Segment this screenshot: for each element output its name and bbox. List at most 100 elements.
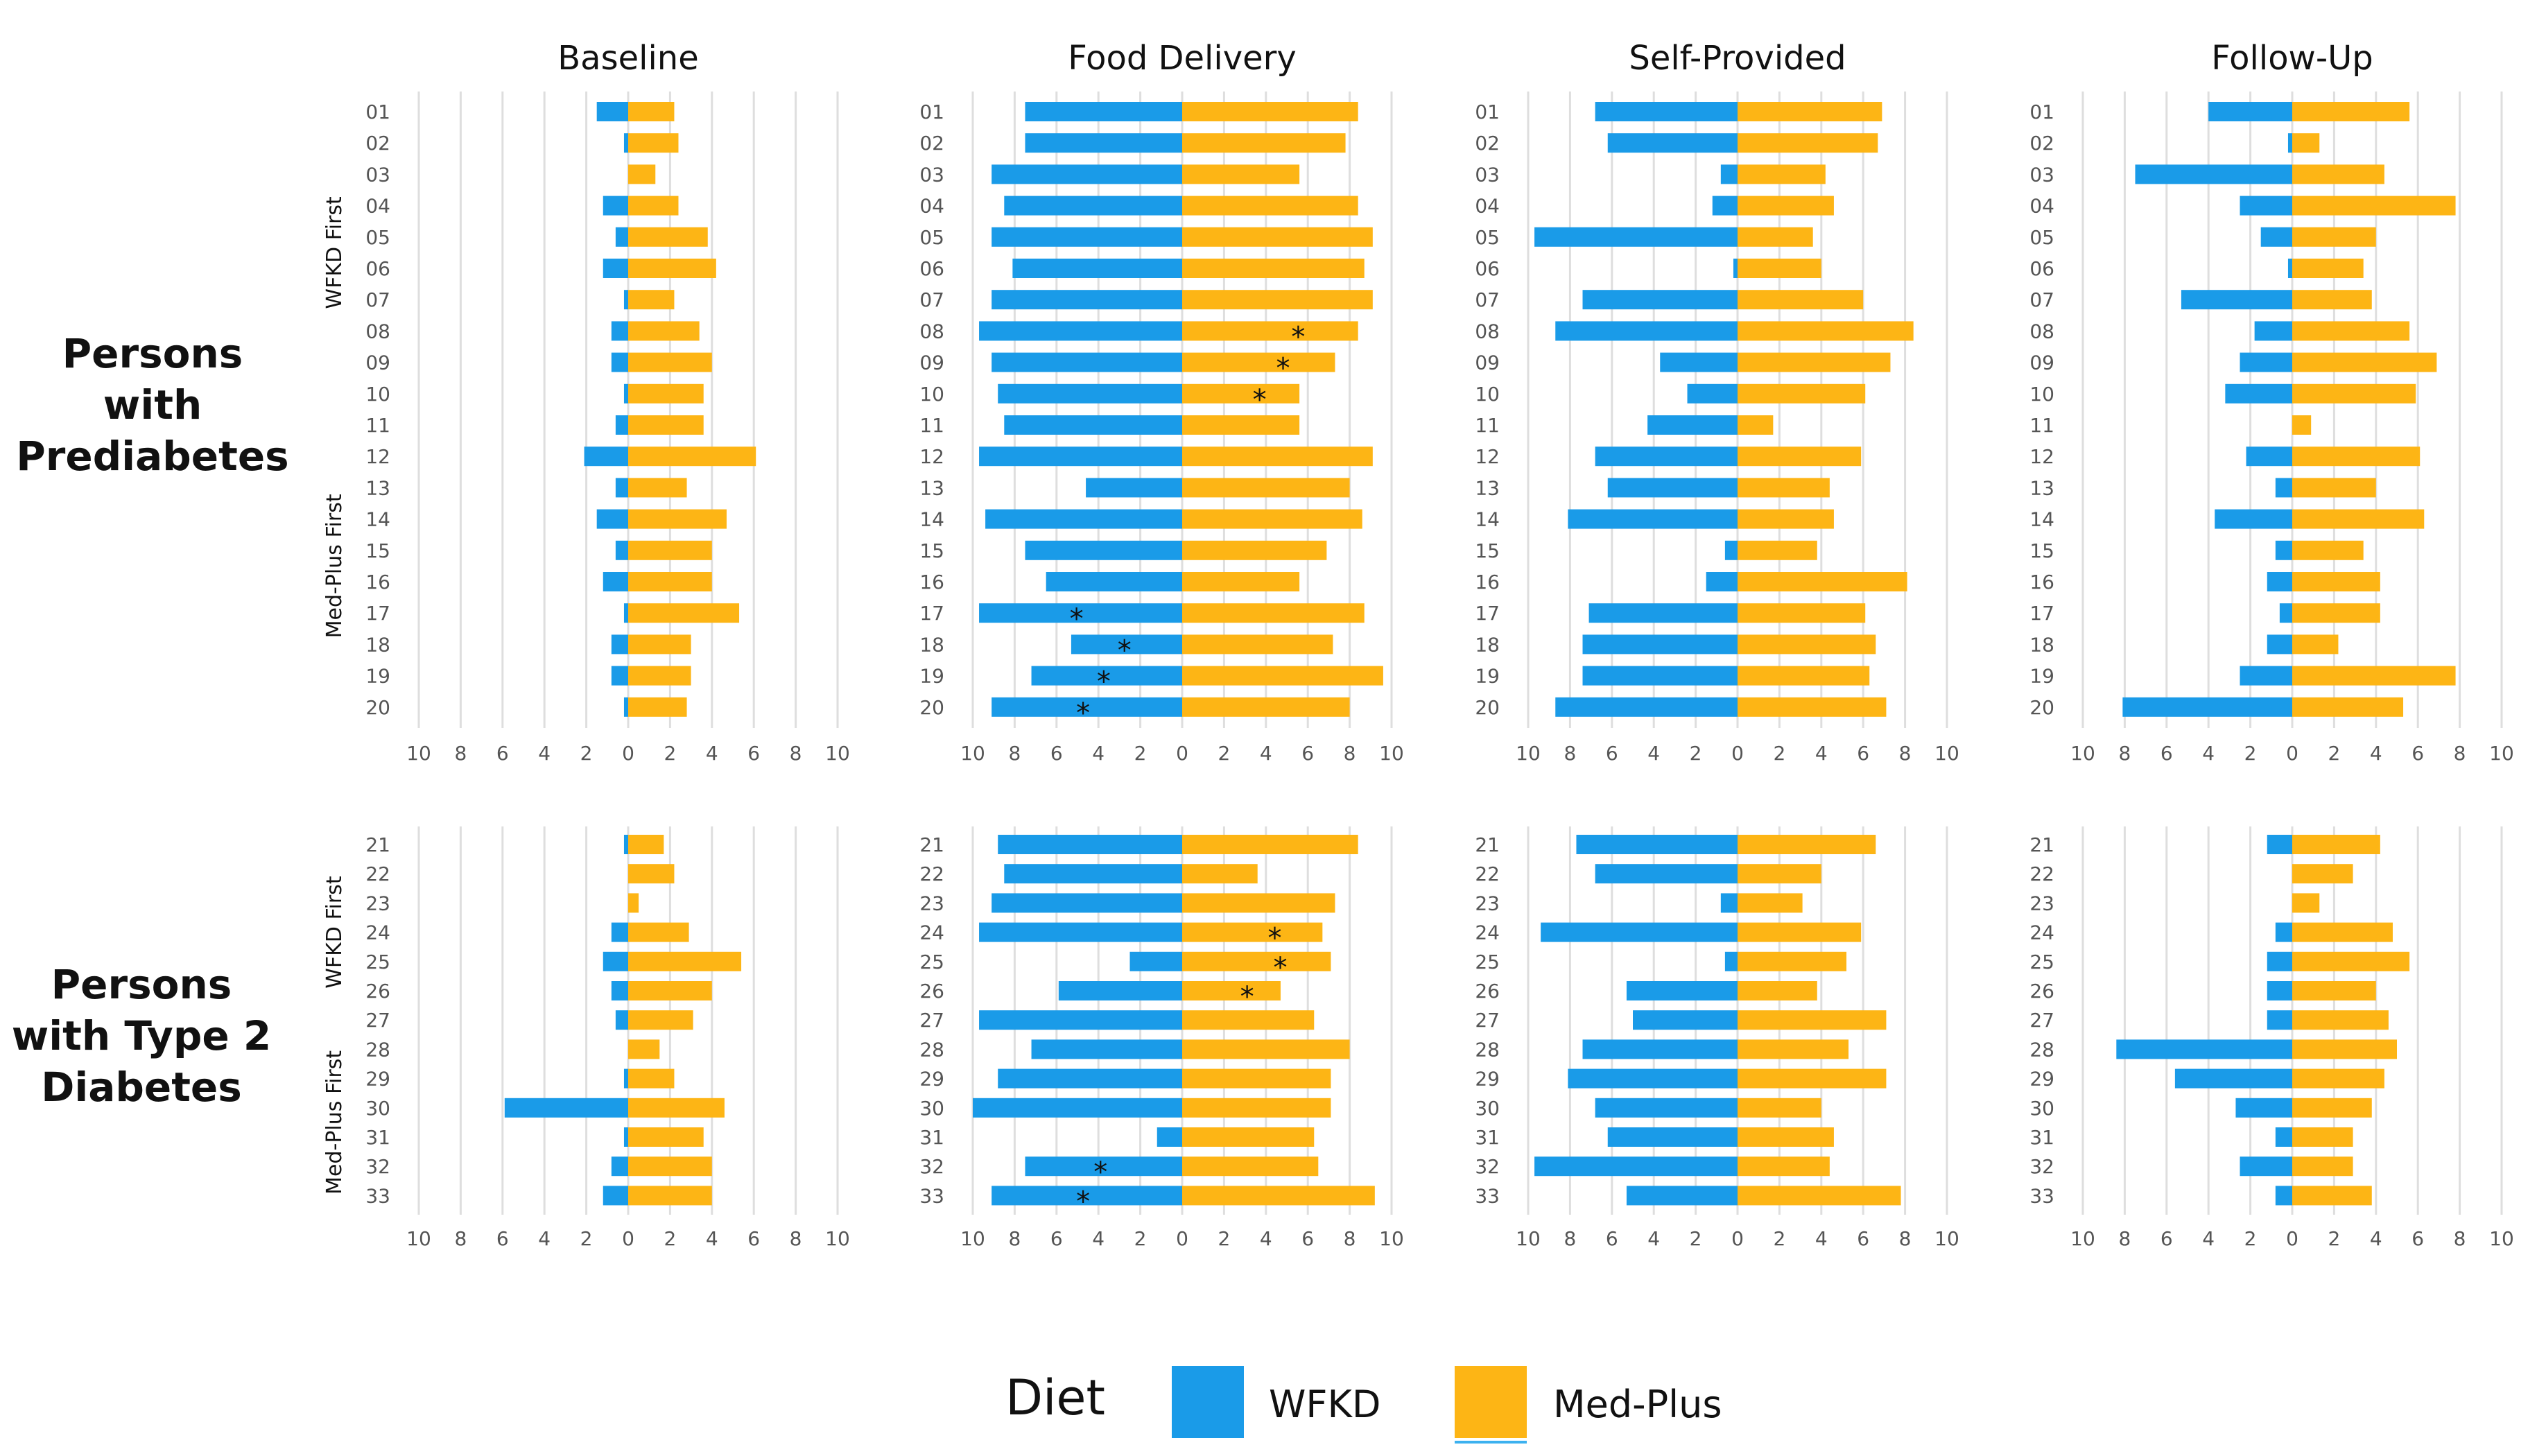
participant-label: 26 [2029,980,2054,1003]
wfkd-bar [1712,196,1738,216]
medplus-bar [2292,666,2456,686]
participant-label: 06 [1475,257,1500,280]
medplus-bar [2292,133,2320,153]
participant-label: 04 [2029,195,2054,218]
medplus-bar [1738,102,1882,121]
participant-label: 12 [919,445,944,468]
x-tick-label: 2 [1218,1227,1230,1250]
wfkd-bar [603,196,628,216]
x-tick-label: 4 [1092,742,1105,765]
x-tick-label: 4 [706,1227,718,1250]
medplus-bar [2292,1186,2372,1206]
wfkd-bar [979,447,1182,467]
x-tick-label: 2 [664,1227,676,1250]
x-tick-label: 6 [1606,742,1618,765]
x-tick-label: 8 [1008,742,1021,765]
participant-label: 20 [919,696,944,719]
wfkd-bar [1687,383,1738,404]
participant-label: 27 [2029,1009,2054,1032]
participant-label: 21 [1475,833,1500,856]
medplus-bar [628,1068,675,1089]
participant-label: 25 [1475,951,1500,973]
wfkd-bar [615,227,628,247]
x-tick-label: 10 [2489,1227,2514,1250]
wfkd-bar [2240,352,2292,372]
medplus-bar [2292,447,2421,467]
medplus-bar [1182,383,1300,404]
medplus-bar [628,133,679,153]
participant-label: 18 [2029,633,2054,656]
x-tick-label: 0 [2286,742,2298,765]
medplus-bar [1182,164,1300,184]
participant-label: 17 [919,602,944,625]
wfkd-bar [596,509,628,529]
participant-label: 24 [919,921,944,944]
wfkd-bar [1720,164,1738,184]
wfkd-bar [1582,1039,1738,1059]
participant-label: 28 [2029,1038,2054,1061]
wfkd-bar [2279,603,2292,623]
participant-label: 09 [919,352,944,374]
wfkd-bar [991,1186,1182,1206]
medplus-bar [2292,1098,2372,1118]
participant-label: 25 [919,951,944,973]
wfkd-bar [623,697,628,717]
x-tick-label: 6 [1050,1227,1063,1250]
x-tick-label: 10 [1516,1227,1541,1250]
medplus-bar [2292,227,2376,247]
x-tick-label: 10 [1934,742,1959,765]
wfkd-bar [2215,509,2292,529]
x-tick-label: 2 [2328,742,2340,765]
medplus-bar [1738,572,1907,591]
medplus-bar [1738,603,1866,623]
participant-label: 33 [919,1184,944,1207]
x-tick-label: 6 [1050,742,1063,765]
participant-label: 27 [1475,1009,1500,1032]
participant-label: 10 [919,383,944,406]
medplus-bar [2292,893,2320,913]
x-tick-label: 2 [1773,742,1785,765]
wfkd-bar [1626,981,1738,1000]
medplus-bar [628,835,664,854]
participant-label: 04 [1475,195,1500,218]
participant-label: 28 [1475,1038,1500,1061]
x-tick-label: 0 [1176,1227,1188,1250]
medplus-bar [628,697,687,717]
medplus-bar [1182,1068,1331,1089]
significance-marker: * [1276,353,1290,385]
wfkd-bar [973,1098,1182,1118]
wfkd-bar [1129,951,1182,971]
x-tick-label: 10 [2489,742,2514,765]
significance-marker: * [1118,634,1132,666]
participant-label: 30 [919,1097,944,1120]
medplus-bar [1182,415,1300,435]
participant-label: 03 [919,163,944,186]
wfkd-bar [1582,290,1738,310]
participant-label: 32 [365,1155,390,1178]
sequence-label: Med-Plus First [322,494,347,638]
wfkd-bar [2181,290,2292,310]
participant-label: 03 [1475,163,1500,186]
wfkd-bar [2240,666,2292,686]
wfkd-bar [1647,415,1738,435]
wfkd-bar [615,478,628,498]
x-tick-label: 8 [1344,1227,1356,1250]
participant-label: 09 [365,352,390,374]
x-tick-label: 4 [1647,1227,1660,1250]
participant-label: 01 [365,101,390,123]
medplus-bar [628,666,691,686]
medplus-bar [1182,864,1258,884]
wfkd-bar [2254,321,2292,341]
medplus-bar [2292,981,2376,1000]
medplus-bar [1738,227,1813,247]
wfkd-bar [1582,666,1738,686]
medplus-bar [1738,133,1878,153]
wfkd-bar [1720,893,1738,913]
wfkd-bar [1555,321,1738,341]
x-tick-label: 8 [2118,1227,2131,1250]
wfkd-bar [2275,922,2292,942]
participant-label: 33 [365,1184,390,1207]
medplus-bar [2292,383,2416,404]
participant-label: 28 [365,1038,390,1061]
medplus-bar [1738,196,1834,216]
